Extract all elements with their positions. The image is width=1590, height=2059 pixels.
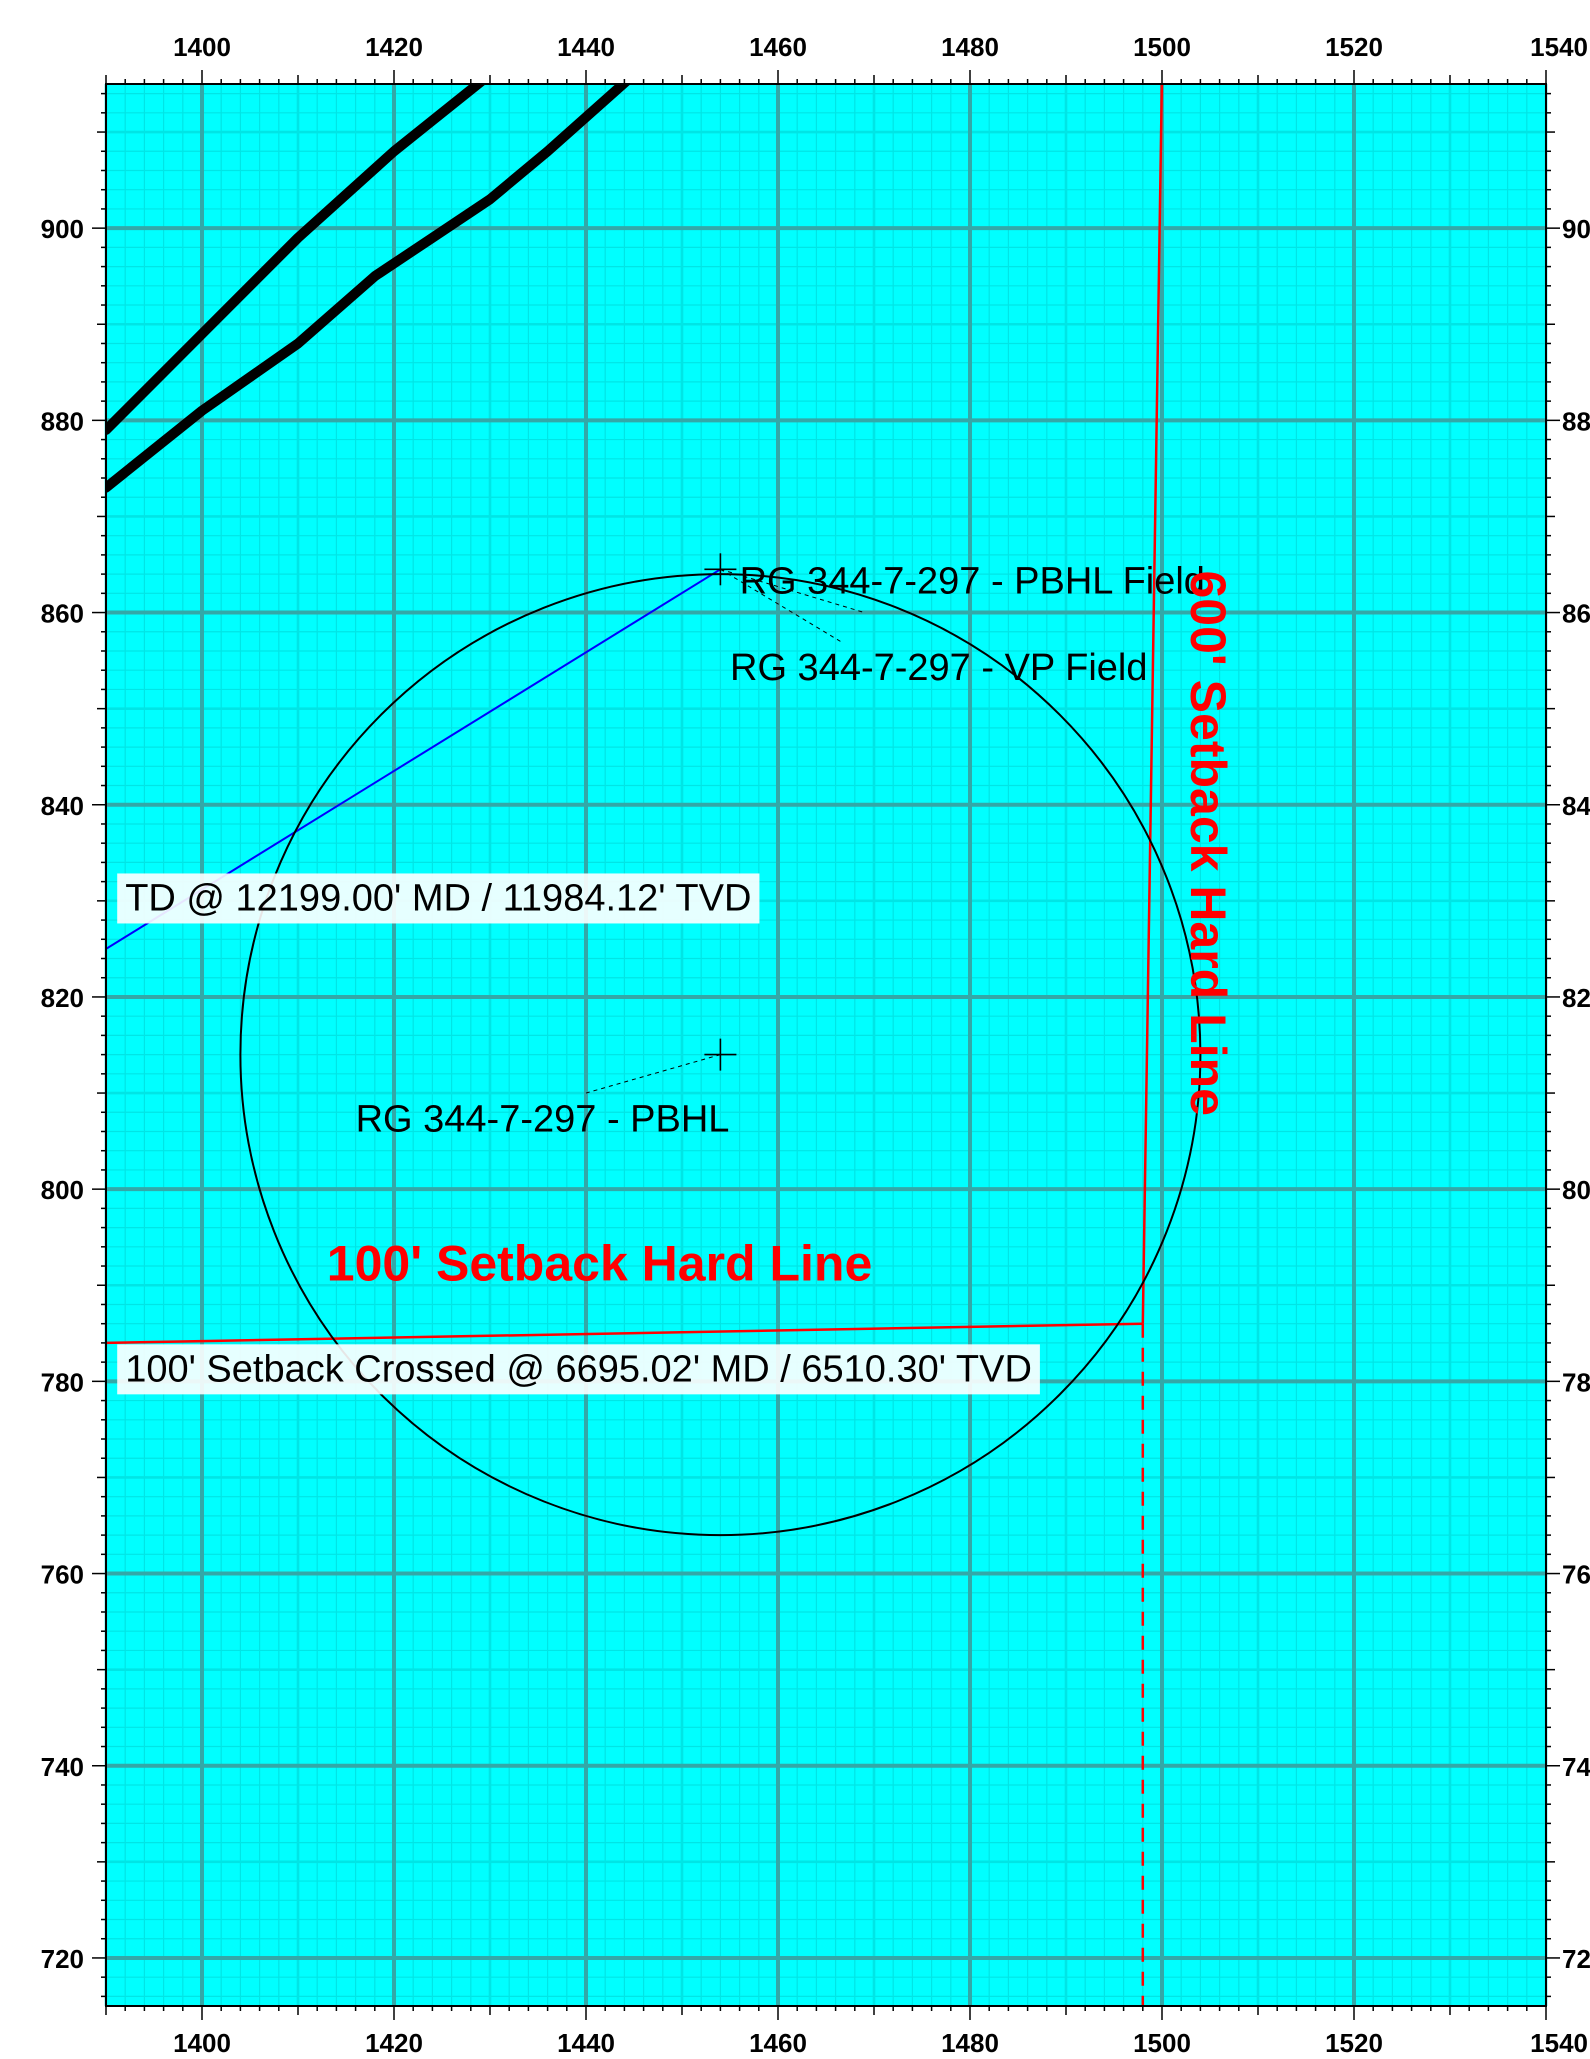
y-tick-label-left: 900 xyxy=(41,214,84,244)
annotation-label: RG 344-7-297 - PBHL Field xyxy=(740,560,1205,602)
x-tick-label-top: 1440 xyxy=(557,32,615,62)
x-tick-label-top: 1460 xyxy=(749,32,807,62)
annotation: 100' Setback Crossed @ 6695.02' MD / 651… xyxy=(117,1344,1040,1395)
x-tick-label-bottom: 1540 xyxy=(1530,2028,1588,2058)
y-tick-label-left: 860 xyxy=(41,599,84,629)
y-tick-label-left: 820 xyxy=(41,983,84,1013)
x-tick-label-bottom: 1500 xyxy=(1133,2028,1191,2058)
y-tick-label-left: 840 xyxy=(41,791,84,821)
x-tick-label-bottom: 1400 xyxy=(173,2028,231,2058)
leader-line xyxy=(720,568,865,614)
tick-labels: 1400 1400 1420 1420 1440 1440 1460 1460 1480 1480… xyxy=(41,32,1590,2058)
y-tick-label-left: 880 xyxy=(41,406,84,436)
x-tick-label-bottom: 1440 xyxy=(557,2028,615,2058)
y-tick-label-right: 720 xyxy=(1562,1944,1590,1974)
plot-frame xyxy=(92,70,1560,2020)
setback-600-line-4 xyxy=(1141,84,1164,1324)
x-tick-label-bottom: 1520 xyxy=(1325,2028,1383,2058)
annotation: RG 344-7-297 - VP Field xyxy=(730,647,1148,689)
annotation: 600' Setback Hard Line xyxy=(1180,570,1236,1115)
annotation-label: TD @ 12199.00' MD / 11984.12' TVD xyxy=(125,877,751,919)
y-tick-label-right: 900 xyxy=(1562,214,1590,244)
offset-well-line-0 xyxy=(106,84,487,435)
x-tick-label-top: 1540 xyxy=(1530,32,1588,62)
y-tick-label-right: 800 xyxy=(1562,1175,1590,1205)
annotation: RG 344-7-297 - PBHL Field xyxy=(740,560,1205,602)
y-tick-label-right: 860 xyxy=(1562,599,1590,629)
annotation-label: 100' Setback Hard Line xyxy=(327,1235,872,1291)
x-tick-label-bottom: 1460 xyxy=(749,2028,807,2058)
annotation-label: 600' Setback Hard Line xyxy=(1180,570,1236,1115)
x-tick-label-top: 1480 xyxy=(941,32,999,62)
annotations: RG 344-7-297 - PBHL Field RG 344-7-297 - … xyxy=(117,560,1236,1395)
annotation: TD @ 12199.00' MD / 11984.12' TVD xyxy=(117,873,760,924)
offset-well-line-1 xyxy=(106,84,631,493)
annotation: RG 344-7-297 - PBHL xyxy=(356,1098,730,1140)
y-tick-label-right: 840 xyxy=(1562,791,1590,821)
annotation-label: RG 344-7-297 - PBHL xyxy=(356,1098,730,1140)
annotation-box xyxy=(117,1344,1040,1395)
y-tick-label-right: 820 xyxy=(1562,983,1590,1013)
y-tick-label-right: 780 xyxy=(1562,1367,1590,1397)
major-grid xyxy=(106,84,1546,2006)
x-tick-label-bottom: 1420 xyxy=(365,2028,423,2058)
y-tick-label-left: 760 xyxy=(41,1560,84,1590)
y-tick-label-left: 800 xyxy=(41,1175,84,1205)
y-tick-label-left: 740 xyxy=(41,1752,84,1782)
x-tick-label-top: 1400 xyxy=(173,32,231,62)
x-tick-label-bottom: 1480 xyxy=(941,2028,999,2058)
annotation: 100' Setback Hard Line xyxy=(327,1235,872,1291)
y-tick-label-right: 880 xyxy=(1562,406,1590,436)
plot-area-background xyxy=(106,84,1546,2006)
y-tick-label-right: 740 xyxy=(1562,1752,1590,1782)
x-tick-label-top: 1420 xyxy=(365,32,423,62)
y-tick-label-left: 780 xyxy=(41,1367,84,1397)
y-tick-label-left: 720 xyxy=(41,1944,84,1974)
setback-100-line-3 xyxy=(106,1322,1143,1345)
y-tick-label-right: 760 xyxy=(1562,1560,1590,1590)
annotation-label: 100' Setback Crossed @ 6695.02' MD / 651… xyxy=(125,1348,1032,1390)
x-tick-label-top: 1520 xyxy=(1325,32,1383,62)
series-layer xyxy=(106,84,1202,2006)
plot-border xyxy=(105,83,1547,2007)
annotation-box xyxy=(117,873,760,924)
x-tick-label-top: 1500 xyxy=(1133,32,1191,62)
annotation-label: RG 344-7-297 - VP Field xyxy=(730,647,1148,689)
